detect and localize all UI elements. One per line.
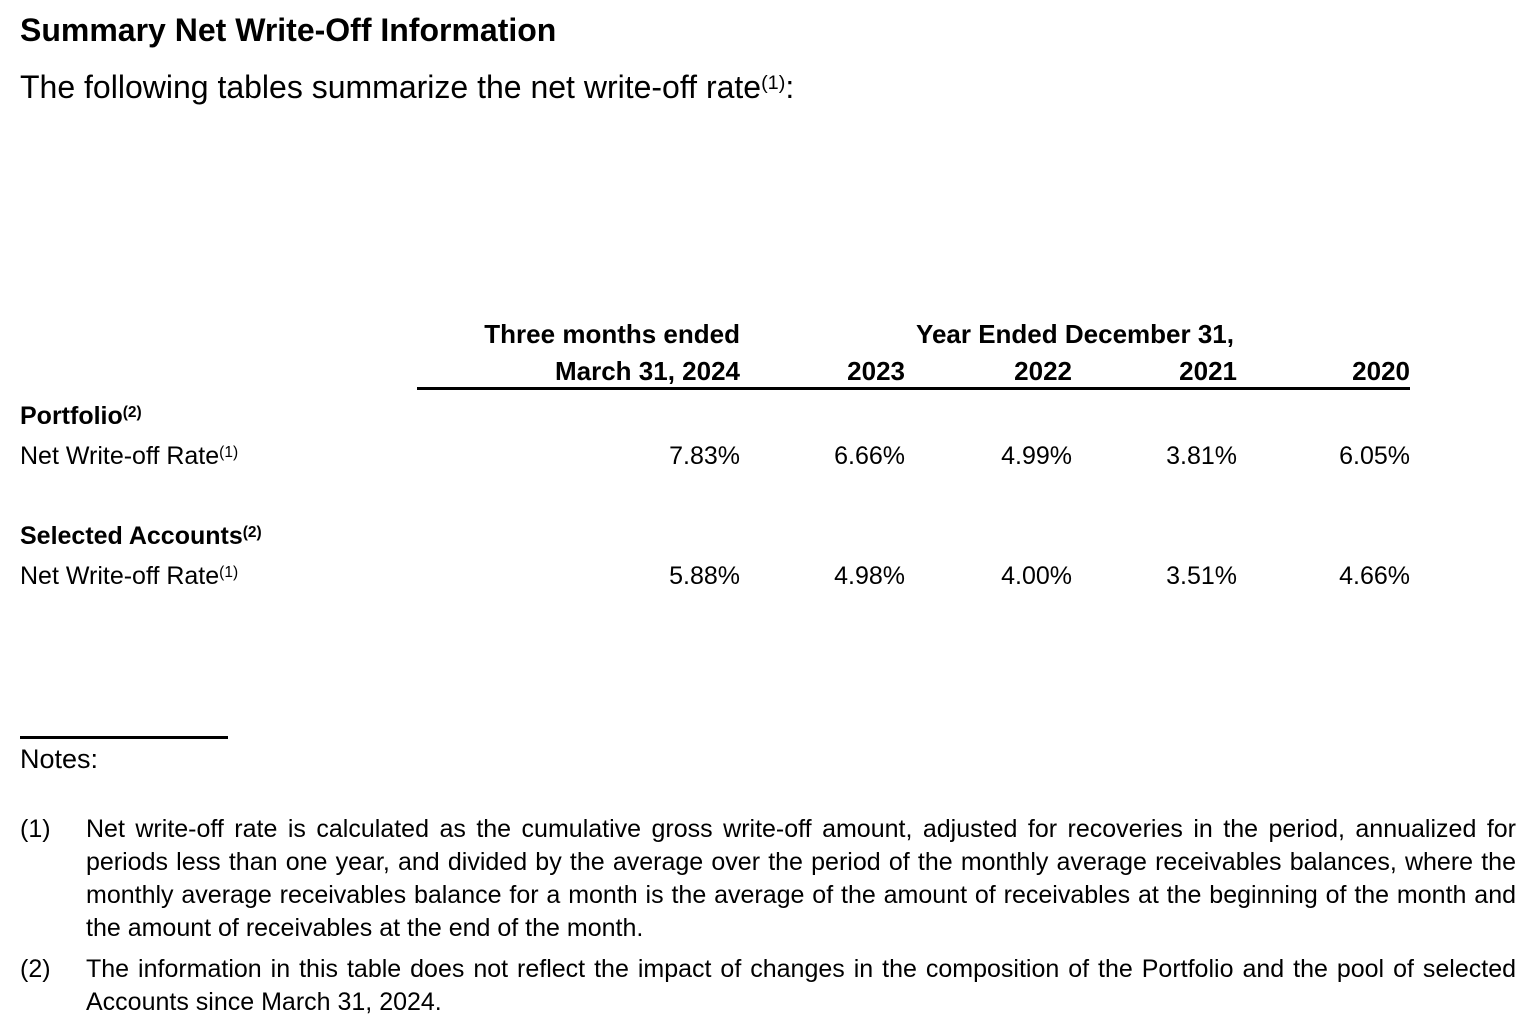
table-spacer-row — [20, 478, 1410, 508]
row-label-net-write-off-rate: Net Write-off Rate(1) — [20, 434, 417, 478]
table-header-row-2: March 31, 2024 2023 2022 2021 2020 — [20, 350, 1411, 390]
notes-heading: Notes: — [20, 744, 99, 774]
footnote-2-text: The information in this table does not r… — [86, 955, 1516, 1016]
selected-accounts-rate-2023: 4.98% — [834, 561, 905, 590]
page-title: Summary Net Write-Off Information — [20, 12, 557, 48]
portfolio-rate-2020: 6.05% — [1339, 441, 1411, 470]
header-empty-cell — [20, 350, 417, 388]
section-heading-selected-accounts: Selected Accounts(2) — [20, 508, 1410, 554]
col-header-2021: 2021 — [1072, 350, 1237, 390]
spacer-cell — [20, 478, 1410, 508]
row-label-net-write-off-rate: Net Write-off Rate(1) — [20, 554, 417, 598]
row-label-text: Net Write-off Rate — [20, 441, 220, 470]
footnote-1-label: (1) — [20, 815, 51, 843]
net-write-off-table: Three months ended Year Ended December 3… — [20, 312, 1411, 598]
portfolio-heading-text: Portfolio — [20, 402, 123, 430]
intro-text: The following tables summarize the net w… — [20, 69, 762, 105]
col-header-2020: 2020 — [1237, 350, 1411, 390]
notes-divider-line — [20, 736, 228, 739]
col-header-2023: 2023 — [740, 350, 905, 390]
table-row-selected-accounts-rates: Net Write-off Rate(1) 5.88% 4.98% 4.00% … — [20, 554, 1410, 598]
footnote-2-label: (2) — [20, 955, 51, 983]
col-group-header-year-ended: Year Ended December 31, — [916, 319, 1234, 349]
portfolio-rate-2023: 6.66% — [834, 441, 905, 470]
portfolio-rate-2022: 4.99% — [1001, 441, 1072, 470]
selected-accounts-rate-2022: 4.00% — [1001, 561, 1072, 590]
portfolio-footnote-ref-2: (2) — [122, 404, 142, 422]
footnote-2: (2) The information in this table does n… — [20, 953, 1516, 1019]
col-header-march-31-2024: March 31, 2024 — [417, 350, 740, 390]
table-header-row-1: Three months ended Year Ended December 3… — [20, 312, 1410, 350]
section-heading-row-selected-accounts: Selected Accounts(2) — [20, 508, 1410, 554]
intro-footnote-ref-1: (1) — [761, 72, 786, 95]
footnote-1: (1) Net write-off rate is calculated as … — [20, 813, 1516, 945]
section-heading-row-portfolio: Portfolio(2) — [20, 388, 1410, 434]
header-empty-cell — [20, 312, 417, 350]
section-heading-portfolio: Portfolio(2) — [20, 388, 1410, 434]
selected-accounts-heading-text: Selected Accounts — [20, 522, 243, 550]
intro-paragraph: The following tables summarize the net w… — [20, 68, 1516, 111]
row-label-footnote-ref-1: (1) — [219, 563, 239, 581]
intro-colon: : — [785, 69, 795, 105]
footnote-1-text: Net write-off rate is calculated as the … — [86, 815, 1516, 942]
portfolio-rate-2021: 3.81% — [1166, 441, 1237, 470]
portfolio-rate-q1-2024: 7.83% — [669, 441, 740, 470]
selected-accounts-rate-2021: 3.51% — [1166, 561, 1237, 590]
footnotes-section: (1) Net write-off rate is calculated as … — [20, 813, 1516, 1019]
col-header-three-months-ended: Three months ended — [484, 319, 740, 349]
selected-accounts-rate-2020: 4.66% — [1339, 561, 1411, 590]
table-row-portfolio-rates: Net Write-off Rate(1) 7.83% 6.66% 4.99% … — [20, 434, 1410, 478]
row-label-text: Net Write-off Rate — [20, 561, 220, 590]
selected-accounts-rate-q1-2024: 5.88% — [669, 561, 740, 590]
selected-accounts-footnote-ref-2: (2) — [242, 524, 262, 542]
col-header-2022: 2022 — [905, 350, 1072, 390]
row-label-footnote-ref-1: (1) — [219, 443, 239, 461]
